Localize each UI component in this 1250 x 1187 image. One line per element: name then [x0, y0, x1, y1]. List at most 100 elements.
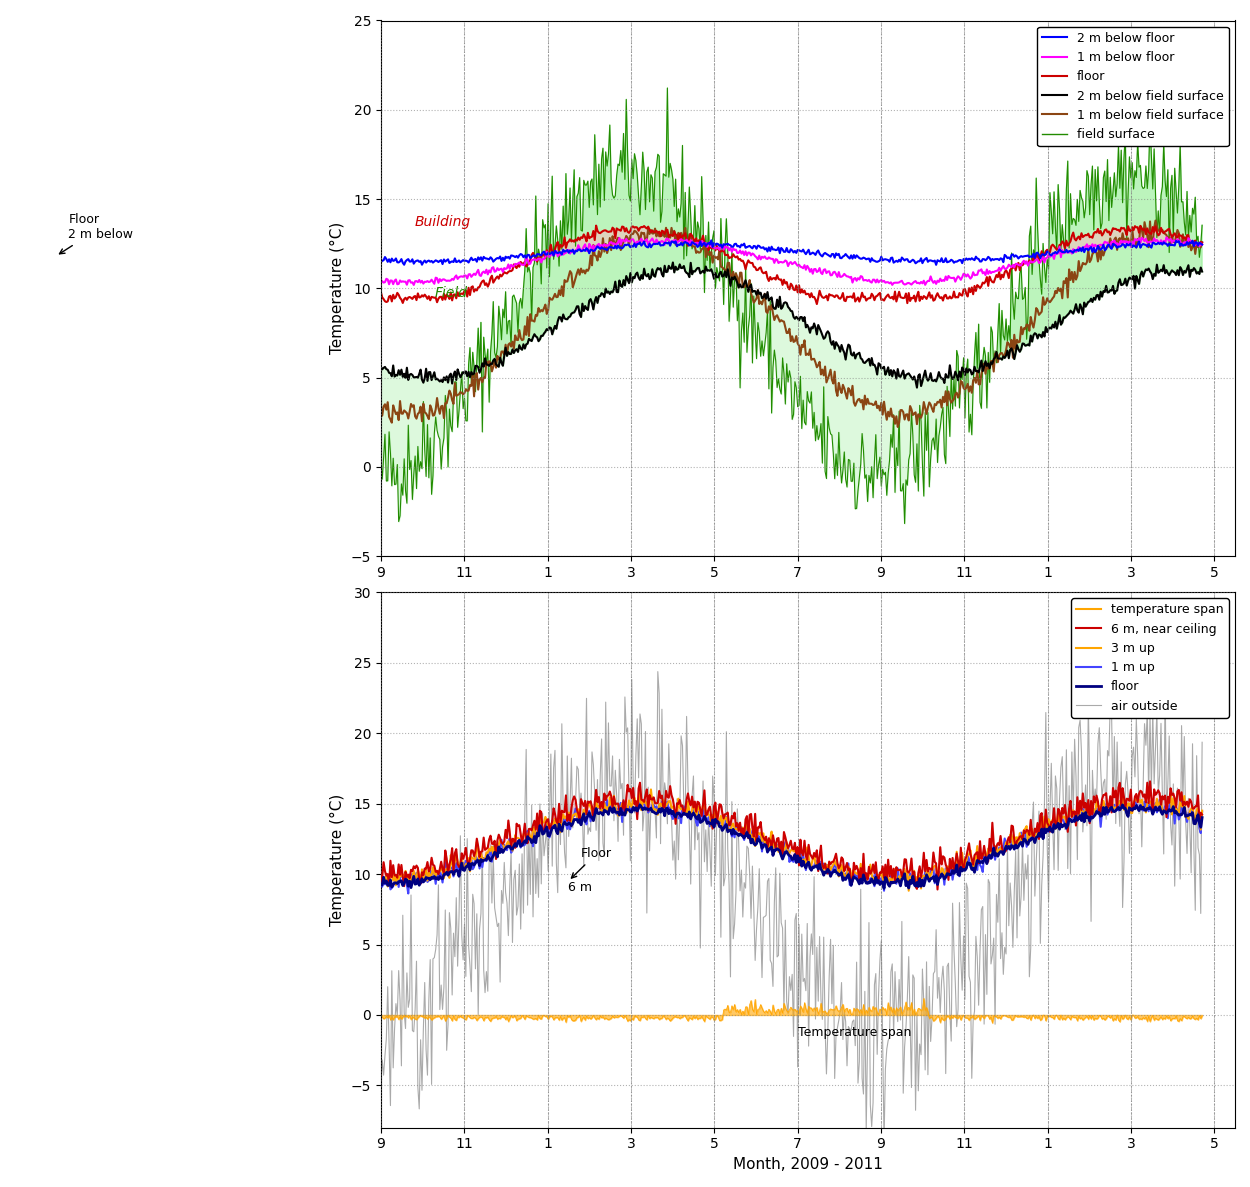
Line: 1 m below field surface: 1 m below field surface: [381, 221, 1202, 427]
2 m below field surface: [859, 355, 874, 369]
1 m below field surface: [374, 399, 389, 413]
Line: 1 m up: 1 m up: [381, 800, 1202, 894]
floor: [809, 297, 824, 311]
1 m below floor: [586, 239, 601, 253]
3 m up: [374, 870, 389, 884]
1 m below floor: [924, 269, 939, 284]
6 m, near ceiling: [1142, 774, 1158, 788]
field surface: [898, 516, 912, 531]
2 m below field surface: [1195, 265, 1210, 279]
floor: [992, 844, 1008, 858]
Y-axis label: Temperature (°C): Temperature (°C): [330, 222, 345, 355]
field surface: [374, 455, 389, 469]
6 m, near ceiling: [992, 829, 1008, 843]
1 m below field surface: [890, 420, 905, 434]
Legend: 2 m below floor, 1 m below floor, floor, 2 m below field surface, 1 m below fiel: 2 m below floor, 1 m below floor, floor,…: [1038, 27, 1229, 146]
floor: [374, 285, 389, 299]
X-axis label: Month, 2009 - 2011: Month, 2009 - 2011: [732, 1157, 882, 1172]
1 m below floor: [406, 278, 421, 292]
1 m below floor: [859, 273, 874, 287]
3 m up: [1195, 804, 1210, 818]
1 m up: [995, 839, 1010, 853]
floor: [585, 811, 600, 825]
1 m below floor: [992, 264, 1008, 278]
Text: Field: Field: [435, 286, 468, 300]
3 m up: [859, 874, 874, 888]
2 m below floor: [929, 258, 944, 272]
2 m below field surface: [910, 381, 925, 395]
floor: [589, 218, 604, 233]
floor: [519, 260, 534, 274]
Text: 6 m: 6 m: [569, 881, 592, 894]
floor: [374, 878, 389, 893]
field surface: [746, 288, 761, 303]
floor: [858, 872, 872, 887]
floor: [860, 292, 875, 306]
2 m below field surface: [995, 353, 1010, 367]
2 m below floor: [519, 250, 534, 265]
2 m below field surface: [585, 296, 600, 310]
1 m up: [925, 862, 940, 876]
1 m below floor: [1159, 230, 1174, 245]
2 m below floor: [859, 252, 874, 266]
floor: [585, 229, 600, 243]
6 m, near ceiling: [1195, 807, 1210, 821]
Line: 1 m below floor: 1 m below floor: [381, 237, 1202, 285]
2 m below floor: [704, 234, 719, 248]
2 m below field surface: [925, 373, 940, 387]
2 m below floor: [1195, 237, 1210, 252]
1 m up: [586, 807, 601, 821]
floor: [1195, 235, 1210, 249]
floor: [519, 836, 534, 850]
air outside: [374, 1077, 389, 1091]
field surface: [859, 468, 874, 482]
Line: air outside: air outside: [381, 672, 1202, 1142]
1 m up: [748, 833, 762, 848]
floor: [924, 871, 939, 886]
1 m below field surface: [1148, 214, 1162, 228]
1 m up: [632, 793, 648, 807]
3 m up: [925, 865, 940, 880]
6 m, near ceiling: [858, 871, 872, 886]
3 m up: [519, 832, 534, 846]
air outside: [585, 744, 600, 758]
1 m below floor: [1195, 237, 1210, 252]
1 m below field surface: [745, 291, 760, 305]
floor: [746, 260, 761, 274]
Line: floor: floor: [381, 805, 1202, 888]
air outside: [746, 902, 761, 916]
Text: Building: Building: [414, 215, 470, 229]
1 m below field surface: [924, 398, 939, 412]
1 m below floor: [520, 253, 535, 267]
1 m below field surface: [858, 388, 872, 402]
Line: floor: floor: [381, 226, 1202, 304]
6 m, near ceiling: [374, 875, 389, 889]
3 m up: [746, 829, 761, 843]
2 m below field surface: [665, 255, 680, 269]
1 m up: [860, 875, 875, 889]
1 m up: [1195, 805, 1210, 819]
2 m below floor: [585, 243, 600, 258]
floor: [925, 288, 940, 303]
field surface: [519, 222, 534, 236]
2 m below floor: [924, 253, 939, 267]
field surface: [660, 81, 675, 95]
3 m up: [901, 883, 916, 897]
2 m below field surface: [746, 284, 761, 298]
1 m below floor: [746, 247, 761, 261]
air outside: [1195, 735, 1210, 749]
field surface: [1195, 218, 1210, 233]
2 m below floor: [746, 239, 761, 253]
1 m below field surface: [992, 347, 1008, 361]
3 m up: [585, 804, 600, 818]
floor: [876, 881, 891, 895]
6 m, near ceiling: [519, 832, 534, 846]
Legend: temperature span, 6 m, near ceiling, 3 m up, 1 m up, floor, air outside: temperature span, 6 m, near ceiling, 3 m…: [1071, 598, 1229, 718]
2 m below field surface: [519, 337, 534, 351]
2 m below field surface: [374, 360, 389, 374]
6 m, near ceiling: [921, 861, 936, 875]
air outside: [650, 665, 665, 679]
1 m up: [520, 824, 535, 838]
Line: 6 m, near ceiling: 6 m, near ceiling: [381, 781, 1202, 889]
2 m below floor: [995, 252, 1010, 266]
